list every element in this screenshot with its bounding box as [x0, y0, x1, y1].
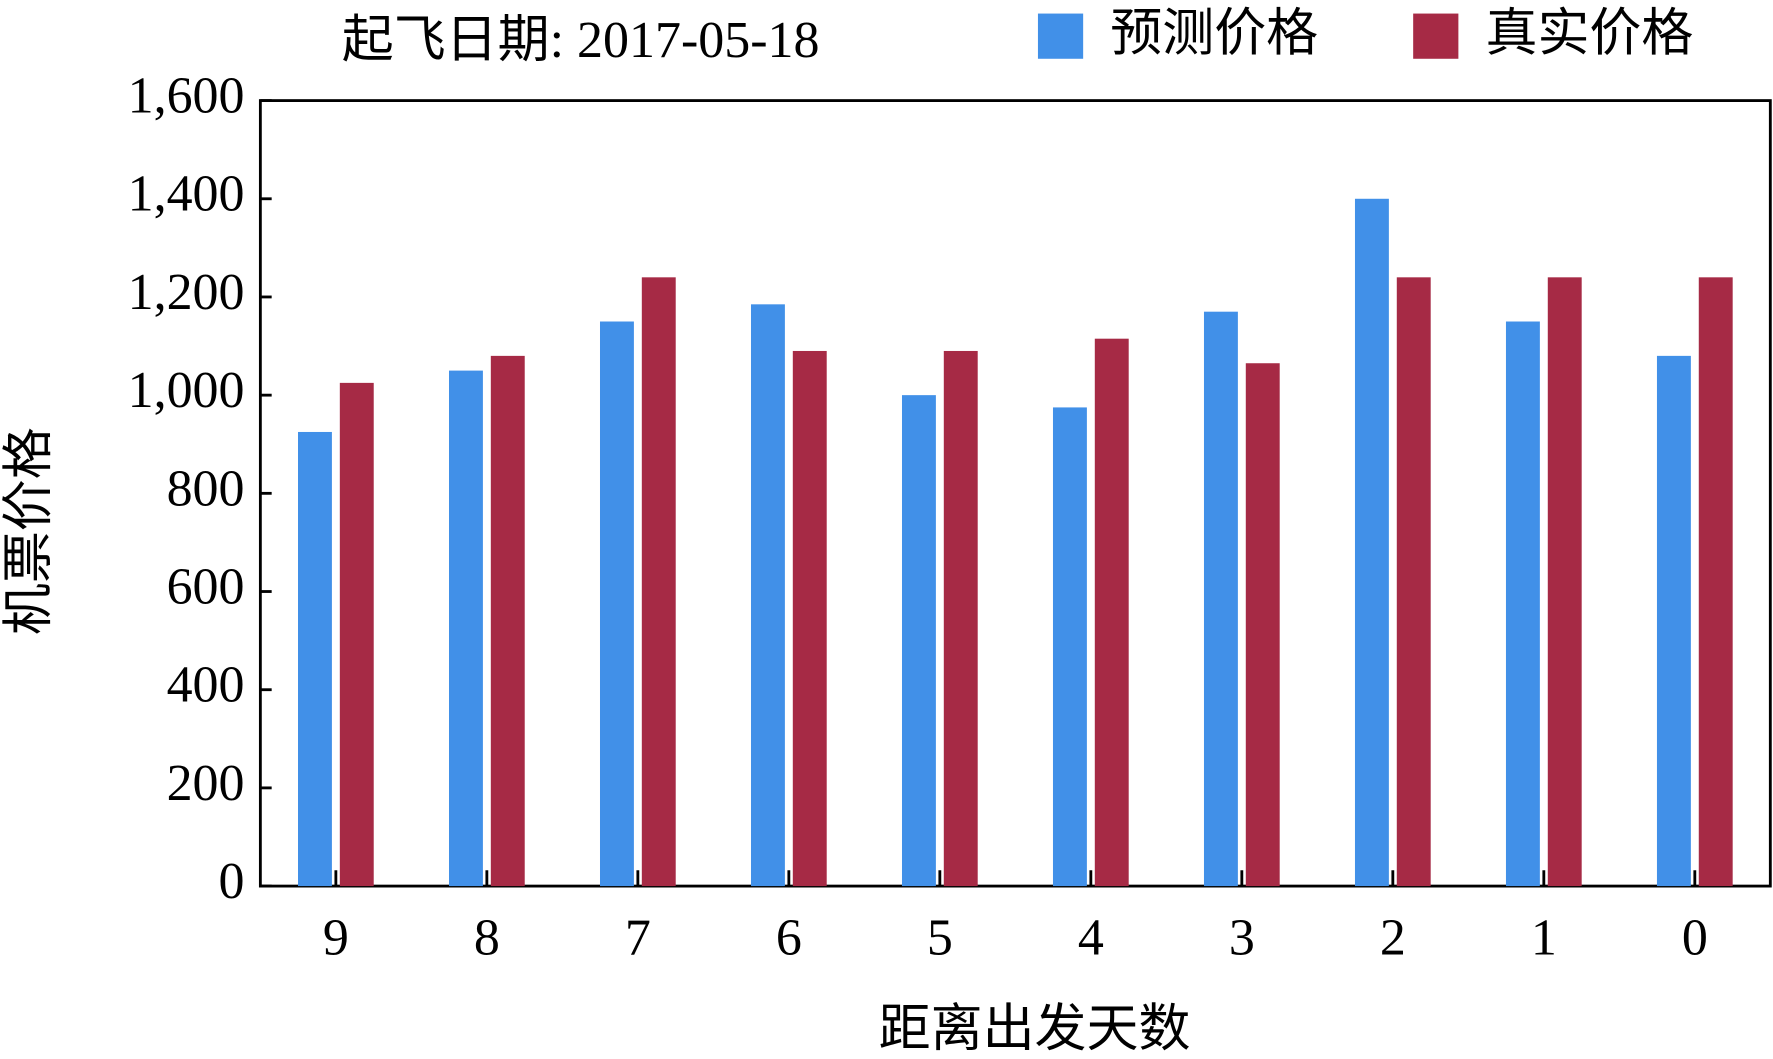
y-tick-label: 200: [167, 755, 245, 812]
bar: [792, 350, 827, 887]
y-tick-label: 1,000: [128, 362, 245, 419]
y-axis-label: 机票价格: [1, 427, 58, 635]
plot-frame: [258, 99, 1772, 888]
bar: [490, 355, 525, 887]
x-tick-label: 6: [776, 910, 802, 967]
bar: [1547, 277, 1582, 887]
bar: [298, 431, 332, 887]
y-tick-label: 800: [167, 460, 245, 517]
x-tick-label: 0: [1682, 910, 1708, 967]
bar: [1698, 277, 1733, 887]
legend-swatch: [1037, 13, 1084, 59]
x-tick-label: 5: [927, 910, 953, 967]
bar: [641, 277, 676, 887]
legend-label: 预测价格: [1110, 5, 1318, 62]
chart-title: 起飞日期: 2017-05-18: [342, 12, 820, 69]
y-tick-label: 600: [167, 558, 245, 615]
bar: [1354, 198, 1389, 887]
y-tick-label: 0: [219, 853, 245, 910]
x-axis-label: 距离出发天数: [879, 1001, 1191, 1058]
bar: [1052, 407, 1087, 887]
x-tick-label: 4: [1078, 910, 1104, 967]
y-tick-label: 1,400: [128, 166, 245, 223]
bar: [1094, 338, 1129, 887]
bar: [1396, 277, 1431, 887]
y-tick-label: 400: [167, 657, 245, 714]
bar: [1203, 311, 1238, 887]
x-tick-label: 3: [1229, 910, 1255, 967]
x-tick-label: 2: [1380, 910, 1406, 967]
bar: [1505, 321, 1540, 887]
bar: [943, 350, 978, 887]
bar: [1245, 363, 1280, 887]
bar: [448, 370, 483, 887]
x-tick-label: 1: [1531, 910, 1557, 967]
bar: [901, 395, 936, 887]
x-tick-label: 9: [323, 910, 349, 967]
x-tick-label: 7: [625, 910, 651, 967]
x-tick-label: 8: [474, 910, 500, 967]
bar: [1656, 355, 1691, 887]
bar: [750, 304, 785, 887]
bar: [599, 321, 634, 887]
legend-swatch: [1413, 13, 1459, 59]
legend-label: 真实价格: [1486, 5, 1694, 62]
y-tick-label: 1,600: [128, 68, 245, 125]
bar: [339, 382, 374, 887]
y-tick-label: 1,200: [128, 264, 245, 321]
